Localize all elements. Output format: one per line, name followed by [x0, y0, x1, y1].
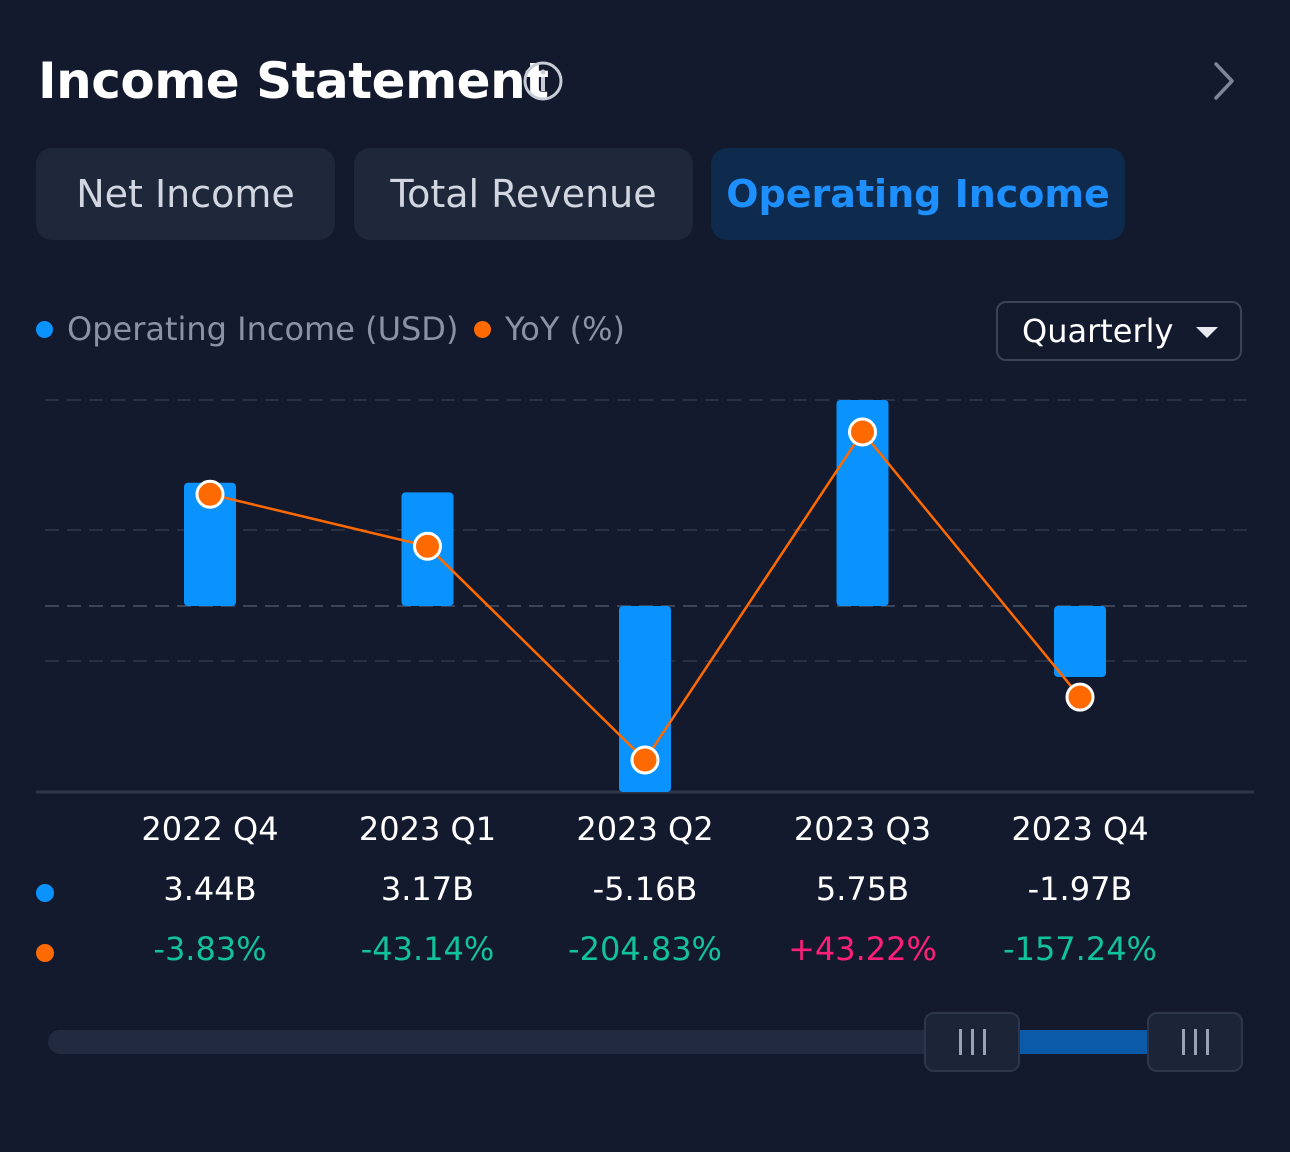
tab-total-revenue[interactable]: Total Revenue [354, 148, 693, 240]
period-select-value: Quarterly [1022, 312, 1174, 350]
x-tick-label: 2023 Q1 [358, 810, 497, 848]
operating-income-value: -1.97B [1027, 870, 1133, 908]
range-handle-right[interactable] [1147, 1012, 1243, 1072]
period-select[interactable]: Quarterly [996, 301, 1242, 361]
grip-line [1205, 1029, 1209, 1055]
x-tick-label: 2023 Q3 [793, 810, 932, 848]
grip-line [1193, 1029, 1197, 1055]
operating-income-value: 3.44B [163, 870, 257, 908]
grip-line [1181, 1029, 1185, 1055]
legend-dot-orange [474, 320, 491, 338]
yoy-value: -43.14% [360, 930, 495, 968]
grip-line [982, 1029, 986, 1055]
operating-income-value: 3.17B [380, 870, 475, 908]
range-window[interactable] [1008, 1030, 1157, 1054]
legend-label-operating-income: Operating Income (USD) [67, 310, 459, 348]
grip-line [970, 1029, 974, 1055]
operating-income-value: 5.75B [815, 870, 910, 908]
yoy-point-1 [413, 531, 442, 561]
grip-line [958, 1029, 962, 1055]
x-tick-label: 2023 Q2 [576, 810, 714, 848]
legend-item-yoy: YoY (%) [474, 310, 625, 348]
bar-4 [1054, 606, 1106, 678]
tab-operating-income[interactable]: Operating Income [711, 148, 1125, 240]
yoy-point-0 [195, 479, 225, 509]
yoy-point-3 [848, 417, 877, 447]
x-tick-label: 2022 Q4 [141, 810, 279, 848]
page-title: Income Statement [38, 52, 549, 110]
x-tick-label: 2023 Q4 [1011, 810, 1149, 848]
info-icon[interactable] [522, 60, 564, 102]
yoy-value: -157.24% [1003, 930, 1157, 968]
operating-income-value: -5.16B [592, 870, 698, 908]
yoy-value: -204.83% [568, 930, 722, 968]
caret-down-icon [1196, 327, 1218, 338]
tab-net-income[interactable]: Net Income [36, 148, 335, 240]
chevron-right-icon[interactable] [1211, 60, 1237, 102]
range-handle-left[interactable] [924, 1012, 1021, 1072]
row-dot-operating-income [36, 884, 54, 902]
bar-0 [184, 482, 236, 606]
legend-item-operating-income: Operating Income (USD) [36, 310, 458, 348]
legend-dot-blue [36, 320, 53, 338]
yoy-point-2 [630, 745, 660, 775]
operating-income-chart [36, 399, 1254, 794]
yoy-point-4 [1065, 682, 1095, 712]
row-dot-yoy [36, 944, 54, 962]
yoy-value: +43.22% [788, 930, 937, 968]
yoy-value: -3.83% [153, 930, 267, 968]
header: Income Statement [38, 48, 1253, 114]
legend-label-yoy: YoY (%) [505, 310, 625, 348]
